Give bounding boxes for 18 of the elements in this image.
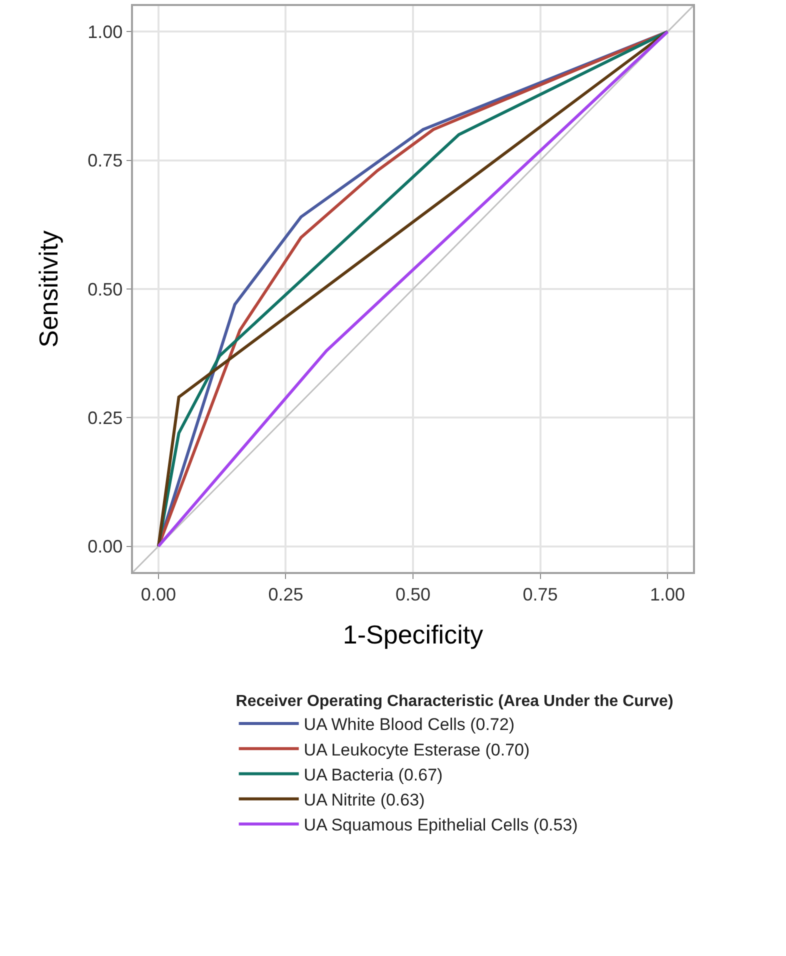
x-tick-label: 0.25 [268, 584, 304, 604]
x-tick-label: 0.50 [395, 584, 431, 604]
legend-label: UA White Blood Cells (0.72) [304, 715, 515, 734]
legend-label: UA Squamous Epithelial Cells (0.53) [304, 816, 578, 835]
y-tick-label: 0.75 [88, 150, 123, 171]
x-tick-label: 0.75 [522, 584, 558, 604]
y-axis-title: Sensitivity [34, 230, 64, 348]
legend-label: UA Leukocyte Esterase (0.70) [304, 740, 530, 760]
y-tick-label: 1.00 [88, 22, 123, 42]
legend-label: UA Nitrite (0.63) [304, 790, 425, 810]
x-tick-label: 1.00 [650, 584, 686, 604]
x-tick-label: 0.00 [140, 584, 176, 604]
x-axis-title: 1-Specificity [342, 620, 484, 650]
y-tick-label: 0.50 [88, 279, 123, 300]
y-tick-label: 0.00 [88, 536, 123, 557]
legend-label: UA Bacteria (0.67) [304, 765, 443, 784]
legend-title: Receiver Operating Characteristic (Area Under the Curve) [236, 693, 674, 710]
y-tick-label: 0.25 [88, 408, 123, 428]
